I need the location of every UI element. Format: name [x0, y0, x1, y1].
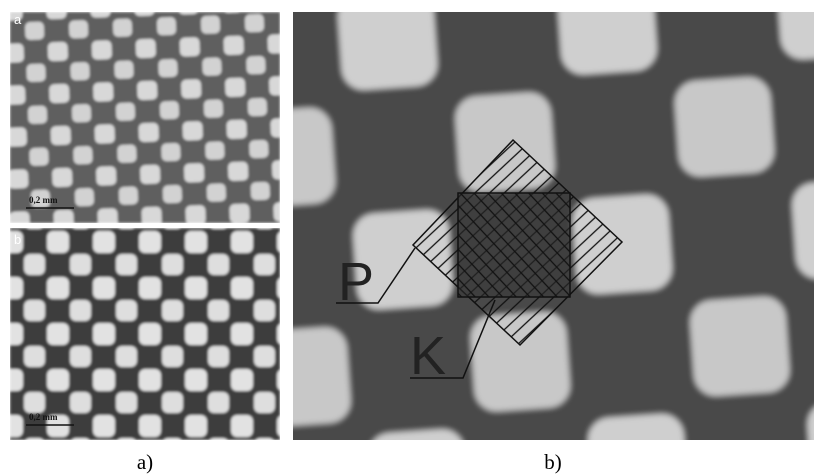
page: a 0,2 mm b 0,2 mm P K a) b) (() => { con…: [0, 0, 814, 475]
callout-label: K: [410, 326, 446, 386]
scale-bar-label: 0,2 mm: [29, 195, 58, 205]
micrograph-image: [10, 12, 280, 223]
micrograph-b: [10, 228, 280, 440]
micrograph-a: [10, 12, 280, 223]
micrograph-image: [10, 228, 280, 440]
figure: a 0,2 mm b 0,2 mm P K a) b): [0, 0, 814, 475]
panel-label: a: [14, 12, 22, 27]
crossed-region-hatch: [458, 193, 570, 297]
caption: b): [544, 450, 562, 474]
callout-label: P: [338, 252, 374, 312]
scale-bar-label: 0,2 mm: [29, 412, 58, 422]
panel-label: b: [14, 232, 21, 247]
caption: a): [137, 450, 153, 474]
